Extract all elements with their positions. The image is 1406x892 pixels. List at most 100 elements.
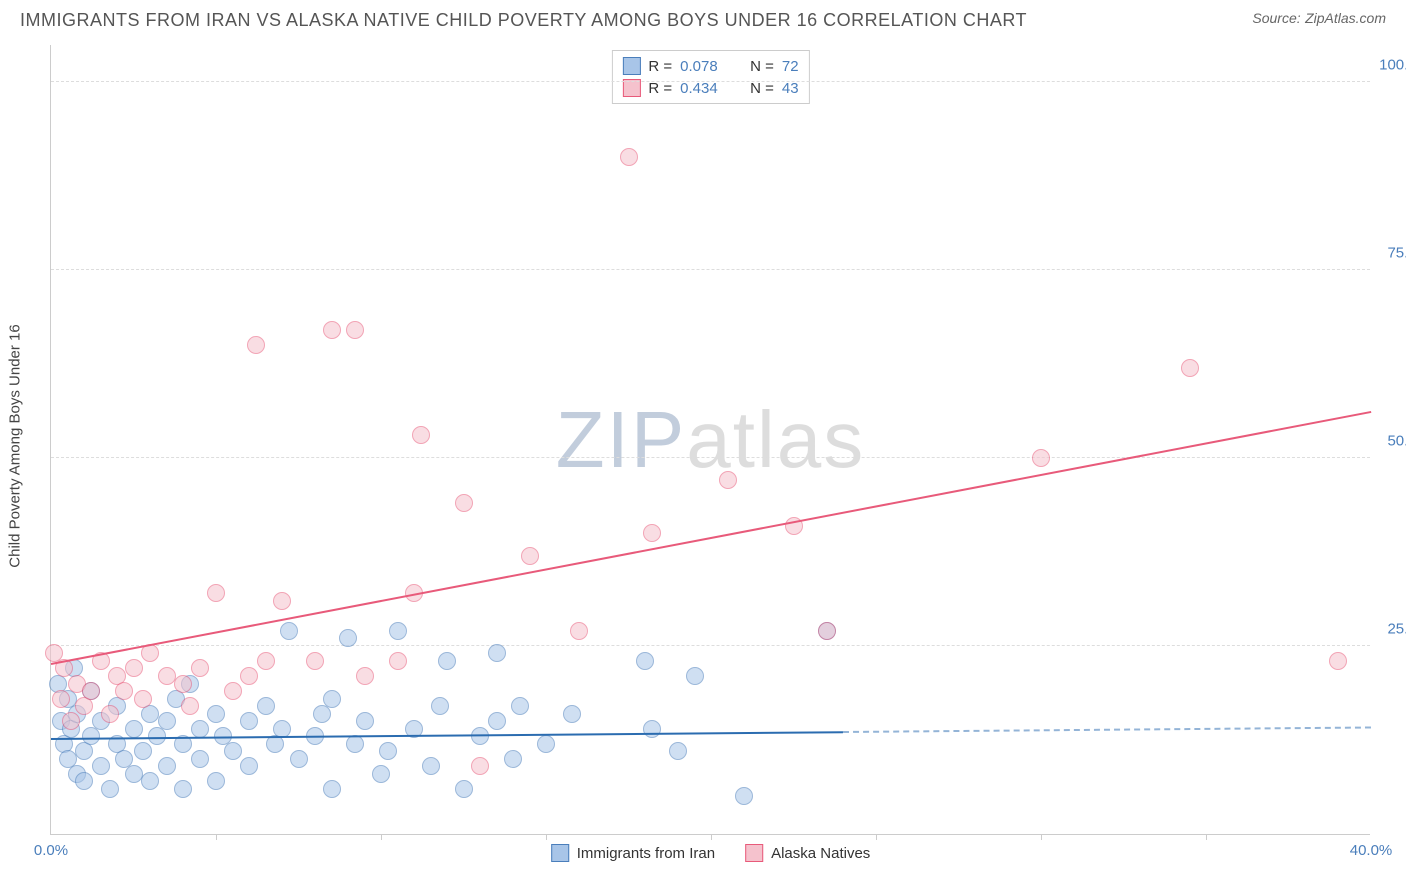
data-point: [158, 667, 176, 685]
source-value: ZipAtlas.com: [1305, 10, 1386, 26]
data-point: [379, 742, 397, 760]
x-tick: [216, 834, 217, 840]
data-point: [511, 697, 529, 715]
y-tick-label: 50.0%: [1375, 432, 1406, 449]
data-point: [346, 321, 364, 339]
x-tick: [1041, 834, 1042, 840]
data-point: [240, 667, 258, 685]
data-point: [62, 712, 80, 730]
data-point: [115, 682, 133, 700]
data-point: [224, 682, 242, 700]
data-point: [92, 757, 110, 775]
data-point: [471, 757, 489, 775]
data-point: [191, 750, 209, 768]
data-point: [240, 712, 258, 730]
legend-label: Immigrants from Iran: [577, 845, 715, 862]
trend-line: [843, 727, 1371, 734]
data-point: [669, 742, 687, 760]
legend-swatch: [745, 844, 763, 862]
data-point: [438, 652, 456, 670]
data-point: [455, 494, 473, 512]
data-point: [389, 652, 407, 670]
data-point: [521, 547, 539, 565]
x-tick: [876, 834, 877, 840]
data-point: [488, 712, 506, 730]
data-point: [191, 720, 209, 738]
data-point: [158, 757, 176, 775]
y-tick-label: 25.0%: [1375, 620, 1406, 637]
trend-line: [51, 731, 843, 740]
data-point: [207, 705, 225, 723]
data-point: [455, 780, 473, 798]
source: Source: ZipAtlas.com: [1252, 10, 1386, 28]
data-point: [389, 622, 407, 640]
data-point: [686, 667, 704, 685]
watermark-atlas: atlas: [686, 395, 865, 484]
data-point: [75, 772, 93, 790]
legend-correlation: R = 0.078 N = 72 R = 0.434 N = 43: [611, 50, 809, 104]
legend-swatch: [622, 57, 640, 75]
data-point: [52, 690, 70, 708]
data-point: [412, 426, 430, 444]
data-point: [280, 622, 298, 640]
data-point: [257, 697, 275, 715]
data-point: [643, 720, 661, 738]
data-point: [174, 675, 192, 693]
trend-line: [51, 411, 1371, 665]
scatter-plot: ZIPatlas R =0.078N =72R =0.434N =43 Immi…: [50, 45, 1370, 835]
data-point: [1181, 359, 1199, 377]
data-point: [101, 780, 119, 798]
data-point: [290, 750, 308, 768]
data-point: [82, 682, 100, 700]
data-point: [488, 644, 506, 662]
legend-n-value: 43: [782, 80, 799, 97]
legend-n-label: N =: [750, 58, 774, 75]
data-point: [101, 705, 119, 723]
data-point: [125, 765, 143, 783]
y-tick-label: 75.0%: [1375, 244, 1406, 261]
data-point: [735, 787, 753, 805]
legend-label: Alaska Natives: [771, 845, 870, 862]
data-point: [537, 735, 555, 753]
data-point: [273, 592, 291, 610]
legend-row: R = 0.078 N = 72: [622, 55, 798, 77]
data-point: [191, 659, 209, 677]
legend-n-label: N =: [750, 80, 774, 97]
data-point: [339, 629, 357, 647]
gridline: [51, 645, 1370, 646]
data-point: [356, 712, 374, 730]
data-point: [125, 659, 143, 677]
data-point: [504, 750, 522, 768]
data-point: [719, 471, 737, 489]
x-tick-label: 40.0%: [1350, 842, 1393, 859]
data-point: [1032, 449, 1050, 467]
y-axis-label: Child Poverty Among Boys Under 16: [7, 324, 24, 567]
x-tick-label: 0.0%: [34, 842, 68, 859]
watermark: ZIPatlas: [556, 394, 865, 486]
data-point: [240, 757, 258, 775]
legend-n-value: 72: [782, 58, 799, 75]
legend-r-label: R =: [648, 58, 672, 75]
legend-r-value: 0.434: [680, 80, 730, 97]
data-point: [818, 622, 836, 640]
data-point: [643, 524, 661, 542]
data-point: [1329, 652, 1347, 670]
data-point: [323, 321, 341, 339]
x-tick: [546, 834, 547, 840]
data-point: [636, 652, 654, 670]
data-point: [422, 757, 440, 775]
data-point: [323, 690, 341, 708]
data-point: [247, 336, 265, 354]
legend-item: Alaska Natives: [745, 844, 870, 862]
data-point: [570, 622, 588, 640]
legend-r-label: R =: [648, 80, 672, 97]
legend-series: Immigrants from Iran Alaska Natives: [551, 844, 871, 862]
data-point: [257, 652, 275, 670]
legend-r-value: 0.078: [680, 58, 730, 75]
x-tick: [711, 834, 712, 840]
source-label: Source:: [1252, 10, 1300, 26]
data-point: [372, 765, 390, 783]
watermark-zip: ZIP: [556, 395, 686, 484]
x-tick: [1206, 834, 1207, 840]
data-point: [224, 742, 242, 760]
